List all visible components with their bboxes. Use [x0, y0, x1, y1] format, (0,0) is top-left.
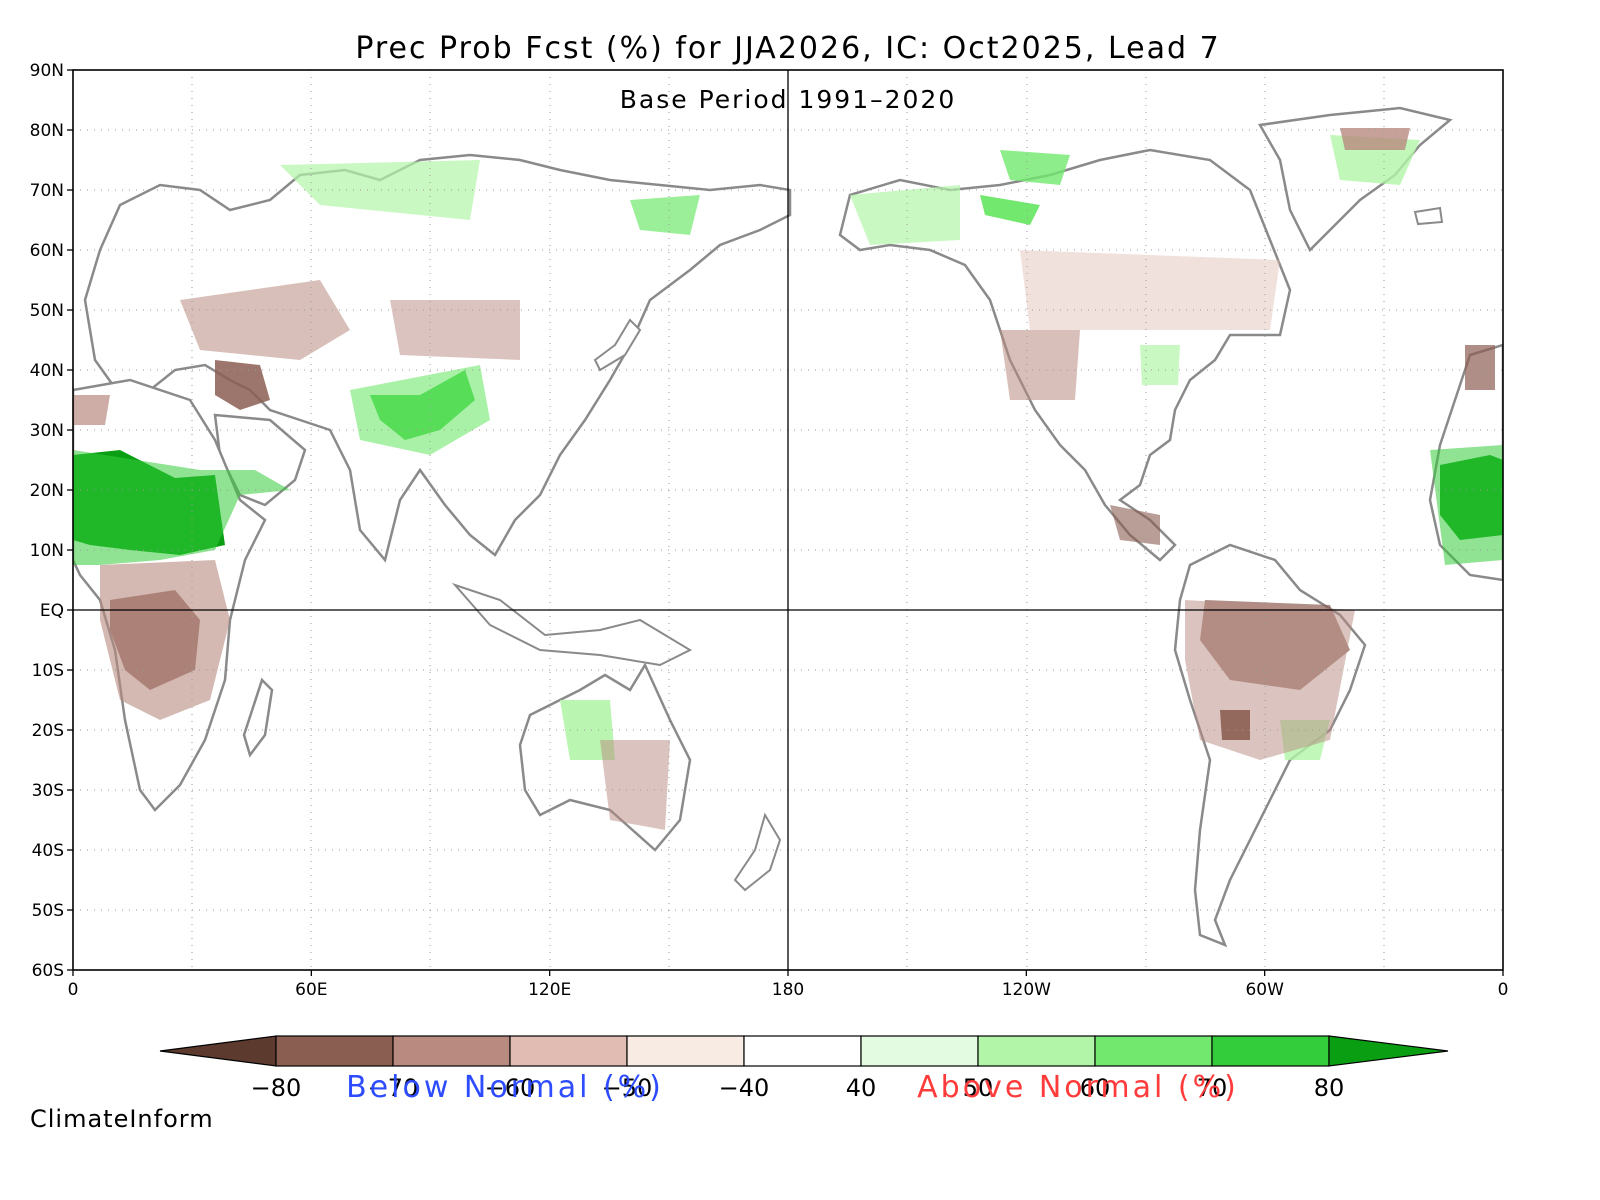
lon-tick-label: 120E	[528, 980, 571, 1000]
lat-tick-label: 30N	[30, 421, 64, 441]
lat-tick-label: 40S	[32, 841, 64, 861]
above-normal-label: Above Normal (%)	[917, 1070, 1239, 1105]
lon-tick-label: 120W	[1002, 980, 1051, 1000]
lat-tick-label: 90N	[30, 61, 64, 81]
madagascar-landmass	[242, 677, 274, 758]
lon-tick-label: 0	[68, 980, 79, 1000]
lat-tick-label: 70N	[30, 181, 64, 201]
latitude-axis: 90N 80N 70N 60N 50N 40N 30N 20N 10N EQ 10S 20S 30S 40…	[30, 61, 73, 981]
below-normal-shading	[73, 128, 1495, 830]
figure-title: Prec Prob Fcst (%) for JJA2026, IC: Oct2…	[355, 31, 1220, 66]
colorbar-swatch	[743, 1035, 862, 1067]
lat-tick-label: 30S	[32, 781, 64, 801]
above-normal-shading	[73, 135, 1503, 760]
indonesia-landmass	[451, 582, 693, 667]
colorbar-label: −60	[485, 1074, 536, 1102]
credit-label: ClimateInform	[30, 1105, 214, 1133]
colorbar-label: −80	[251, 1074, 302, 1102]
lon-tick-label: 180	[772, 980, 804, 1000]
lon-tick-label: 60E	[295, 980, 327, 1000]
japan-landmass	[593, 318, 642, 372]
lat-tick-label: 20S	[32, 721, 64, 741]
below-normal-label: Below Normal (%)	[346, 1070, 664, 1105]
colorbar-label: −50	[602, 1074, 653, 1102]
map-plot-area: Base Period 1991–2020	[72, 69, 1504, 971]
lat-tick-label: 60S	[32, 961, 64, 981]
colorbar-label: 50	[963, 1074, 994, 1102]
lat-tick-label: 10N	[30, 541, 64, 561]
new-zealand-landmass	[733, 812, 782, 892]
colorbar-label: 80	[1314, 1074, 1345, 1102]
lat-tick-label: 80N	[30, 121, 64, 141]
iceland-landmass	[1413, 206, 1444, 226]
colorbar-swatch	[509, 1035, 628, 1067]
lon-tick-label: 0	[1498, 980, 1509, 1000]
colorbar-swatch	[275, 1035, 394, 1067]
colorbar-swatch	[860, 1035, 979, 1067]
lat-tick-label: 50N	[30, 301, 64, 321]
colorbar: −80 −70 −60 −50 −40 40 50 60 70 80	[159, 1035, 1449, 1102]
colorbar-swatch	[1094, 1035, 1213, 1067]
colorbar-label: 60	[1080, 1074, 1111, 1102]
colorbar-high-arrow	[1328, 1035, 1449, 1067]
land-layer	[73, 70, 1503, 970]
colorbar-swatch	[626, 1035, 745, 1067]
colorbar-label: −70	[368, 1074, 419, 1102]
lat-tick-label: 10S	[32, 661, 64, 681]
lon-tick-label: 60W	[1245, 980, 1284, 1000]
lat-tick-label: 20N	[30, 481, 64, 501]
colorbar-label: 40	[846, 1074, 877, 1102]
colorbar-label: −40	[719, 1074, 770, 1102]
colorbar-swatch	[1211, 1035, 1330, 1067]
base-period-label: Base Period 1991–2020	[620, 85, 956, 114]
lat-tick-label: EQ	[40, 601, 64, 621]
lat-tick-label: 60N	[30, 241, 64, 261]
lat-tick-label: 40N	[30, 361, 64, 381]
colorbar-swatch	[392, 1035, 511, 1067]
lat-tick-label: 50S	[32, 901, 64, 921]
colorbar-label: 70	[1197, 1074, 1228, 1102]
colorbar-swatch	[977, 1035, 1096, 1067]
longitude-axis: 0 60E 120E 180 120W 60W 0	[68, 970, 1509, 1000]
colorbar-low-arrow	[159, 1035, 277, 1067]
